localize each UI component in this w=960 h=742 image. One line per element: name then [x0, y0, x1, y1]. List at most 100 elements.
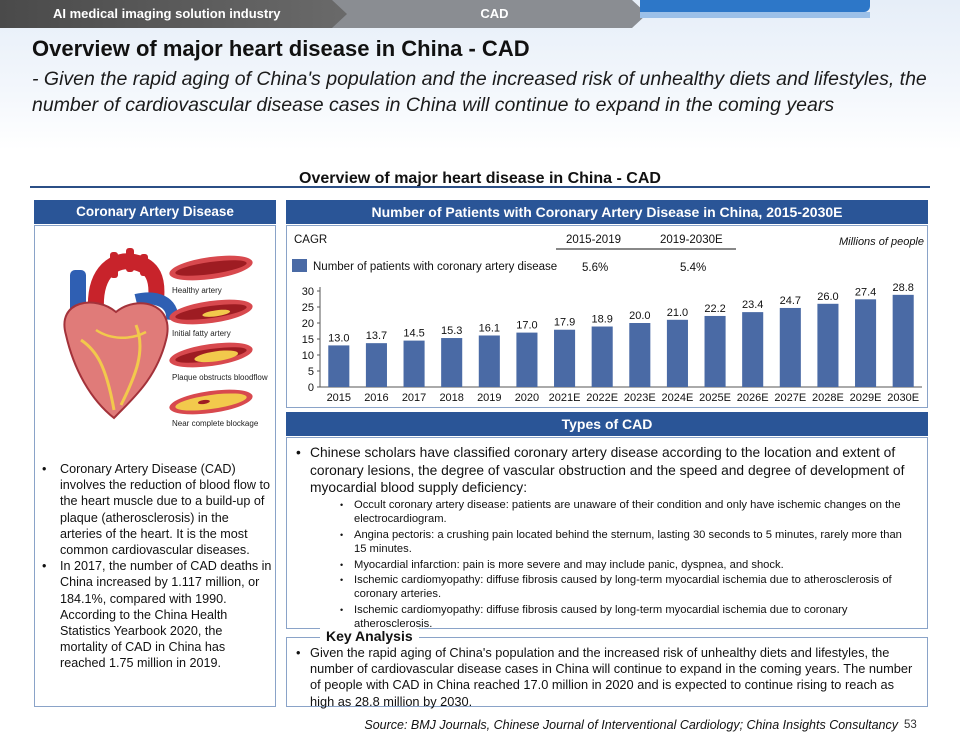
bar-2026E — [742, 312, 764, 387]
bar-2028E — [817, 303, 839, 387]
artery-label-plaque: Plaque obstructs bloodflow — [172, 373, 268, 382]
legend-label: Number of patients with coronary artery … — [313, 261, 557, 273]
heart-shape — [63, 301, 169, 420]
key-analysis-text: Given the rapid aging of China's populat… — [296, 645, 921, 710]
y-tick-label: 10 — [302, 350, 314, 362]
left-bullet-2: In 2017, the number of CAD deaths in Chi… — [42, 558, 272, 671]
bar-value-label: 28.8 — [892, 282, 913, 294]
types-list: Occult coronary artery disease: patients… — [340, 498, 915, 633]
artery-label-blockage: Near complete blockage — [172, 419, 259, 428]
x-tick-label: 2015 — [327, 392, 351, 404]
y-tick-label: 5 — [308, 366, 314, 378]
types-header: Types of CAD — [286, 412, 928, 436]
y-tick-label: 15 — [302, 334, 314, 346]
x-tick-label: 2027E — [774, 392, 806, 404]
artery-label-healthy: Healthy artery — [172, 286, 222, 295]
key-analysis-label: Key Analysis — [320, 628, 419, 644]
coronary-artery-left — [80, 338, 116, 411]
y-tick-label: 20 — [302, 318, 314, 330]
x-tick-label: 2028E — [812, 392, 844, 404]
bar-chart: CAGR 2015-2019 2019-2030E Millions of pe… — [292, 234, 924, 404]
bar-2020 — [516, 332, 538, 387]
x-tick-label: 2026E — [737, 392, 769, 404]
cagr-period-2: 2019-2030E — [660, 234, 723, 246]
y-tick-label: 0 — [308, 382, 314, 394]
cagr-value-1: 5.6% — [582, 262, 608, 274]
x-tick-label: 2019 — [477, 392, 501, 404]
y-tick-label: 30 — [302, 286, 314, 298]
left-bullet-list: Coronary Artery Disease (CAD) involves t… — [42, 461, 272, 672]
bar-value-label: 16.1 — [479, 322, 500, 334]
source-note: Source: BMJ Journals, Chinese Journal of… — [364, 718, 898, 732]
page-number: 53 — [904, 719, 917, 731]
y-tick-label: 25 — [302, 302, 314, 314]
bar-value-label: 26.0 — [817, 291, 838, 303]
x-tick-label: 2020 — [515, 392, 539, 404]
bar-value-label: 17.9 — [554, 317, 575, 329]
left-panel-header: Coronary Artery Disease — [34, 200, 276, 224]
x-tick-label: 2024E — [662, 392, 694, 404]
page-title: Overview of major heart disease in China… — [32, 36, 530, 61]
bar-2022E — [591, 326, 613, 387]
artery-branch-1 — [110, 252, 118, 278]
types-item-5: Ischemic cardiomyopathy: diffuse fibrosi… — [340, 603, 915, 632]
bar-value-label: 22.2 — [704, 303, 725, 315]
bar-2021E — [554, 329, 576, 387]
fatty-artery-image — [169, 299, 253, 325]
cagr-period-1: 2015-2019 — [566, 234, 621, 246]
bar-value-label: 15.3 — [441, 325, 462, 337]
x-tick-label: 2021E — [549, 392, 581, 404]
bar-value-label: 24.7 — [780, 295, 801, 307]
artery-branch-3 — [140, 254, 148, 276]
bar-2016 — [365, 343, 387, 387]
bar-2030E — [892, 294, 914, 387]
bar-value-label: 13.0 — [328, 332, 349, 344]
breadcrumb-section[interactable]: AI medical imaging solution industry — [0, 0, 350, 28]
x-tick-label: 2022E — [586, 392, 618, 404]
bar-2025E — [704, 315, 726, 387]
bar-2019 — [478, 335, 500, 387]
legend-swatch — [292, 259, 307, 272]
x-tick-label: 2030E — [887, 392, 919, 404]
section-title: Overview of major heart disease in China… — [299, 170, 661, 187]
bar-value-label: 20.0 — [629, 310, 650, 322]
header-accent-bar — [640, 0, 870, 12]
section-divider — [30, 186, 930, 188]
bar-value-label: 18.9 — [591, 314, 612, 326]
bar-2029E — [855, 299, 877, 387]
x-tick-label: 2017 — [402, 392, 426, 404]
bar-2024E — [666, 319, 688, 387]
x-tick-label: 2023E — [624, 392, 656, 404]
heart-illustration — [63, 248, 253, 420]
types-item-1: Occult coronary artery disease: patients… — [340, 498, 915, 527]
unit-label: Millions of people — [839, 236, 924, 248]
breadcrumb-topic[interactable]: CAD — [332, 0, 647, 28]
types-item-3: Myocardial infarction: pain is more seve… — [340, 558, 915, 573]
bar-2023E — [629, 323, 651, 387]
artery-branch-2 — [126, 248, 134, 272]
x-tick-label: 2016 — [364, 392, 388, 404]
types-content: Chinese scholars have classified coronar… — [288, 440, 928, 630]
x-tick-label: 2029E — [850, 392, 882, 404]
cagr-label: CAGR — [294, 234, 327, 246]
bar-2015 — [328, 345, 350, 387]
types-item-2: Angina pectoris: a crushing pain located… — [340, 528, 915, 557]
coronary-artery-top — [95, 328, 147, 339]
bar-2027E — [779, 307, 801, 387]
plaque-artery-image — [169, 342, 253, 368]
x-tick-label: 2025E — [699, 392, 731, 404]
left-bullet-1: Coronary Artery Disease (CAD) involves t… — [42, 461, 272, 558]
bar-value-label: 23.4 — [742, 299, 763, 311]
artery-label-fatty: Initial fatty artery — [172, 329, 231, 338]
chart-bars: 13.0 2015 13.7 2016 14.5 2017 15.3 2018 16.1 2019… — [327, 282, 920, 404]
bar-2018 — [441, 338, 463, 387]
bar-value-label: 13.7 — [366, 330, 387, 342]
bar-value-label: 27.4 — [855, 286, 876, 298]
bar-2017 — [403, 340, 425, 387]
blocked-artery-image — [169, 389, 253, 415]
chart-header: Number of Patients with Coronary Artery … — [286, 200, 928, 224]
bar-value-label: 17.0 — [516, 320, 537, 332]
coronary-artery-right — [119, 324, 142, 406]
types-intro: Chinese scholars have classified coronar… — [296, 444, 916, 497]
bar-value-label: 14.5 — [403, 328, 424, 340]
